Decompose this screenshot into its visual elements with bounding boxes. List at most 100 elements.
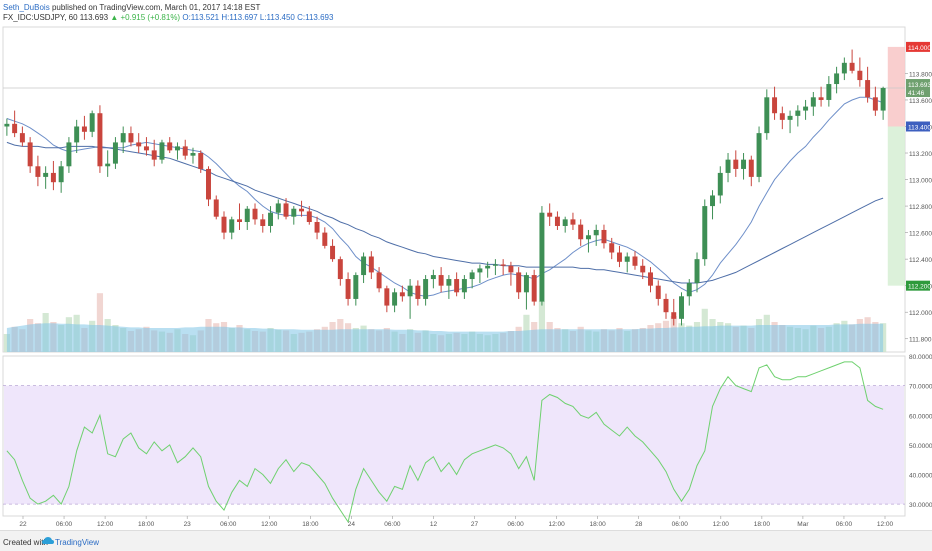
x-tick-label: 06:00 xyxy=(507,521,524,528)
candle-body xyxy=(710,195,716,207)
publish-line: Seth_DuBois published on TradingView.com… xyxy=(3,3,260,12)
candle-body xyxy=(353,275,359,299)
candle-body xyxy=(485,265,491,269)
candle-body xyxy=(167,142,173,151)
last-price: 113.693 xyxy=(79,13,109,22)
x-tick-label: 12:00 xyxy=(548,521,565,528)
symbol-line: FX_IDC:USDJPY, 60 113.693 ▲ +0.915 (+0.8… xyxy=(3,13,333,22)
candle-body xyxy=(865,80,871,98)
candle-body xyxy=(686,283,692,297)
candle-body xyxy=(756,133,762,177)
candle-body xyxy=(826,84,832,100)
candle-body xyxy=(361,256,367,276)
volume-bar xyxy=(96,293,104,352)
candle-body xyxy=(229,219,235,233)
footer-bar: Created with TradingView xyxy=(0,530,932,551)
candle-body xyxy=(43,172,49,177)
candle-body xyxy=(275,203,281,213)
candle-body xyxy=(314,222,320,233)
candle-body xyxy=(159,142,165,160)
rsi-tick-label: 40.0000 xyxy=(909,473,932,480)
candle-body xyxy=(322,232,328,246)
created-with-text: Created with xyxy=(3,538,48,547)
candle-body xyxy=(392,292,398,306)
candle-body xyxy=(461,279,467,293)
current-price-tag: 113.693 xyxy=(908,82,931,89)
author-link[interactable]: Seth_DuBois xyxy=(3,3,50,12)
tradingview-brand[interactable]: TradingView xyxy=(55,538,100,547)
candle-body xyxy=(454,279,460,293)
candle-body xyxy=(105,163,111,167)
price-tick-label: 113.200 xyxy=(909,151,932,158)
candle-body xyxy=(547,212,553,217)
x-tick-label: 22 xyxy=(19,521,27,528)
price-tick-label: 112.400 xyxy=(909,257,932,264)
candle-body xyxy=(717,172,723,196)
countdown-tag: 41:46 xyxy=(908,90,925,97)
candle-body xyxy=(764,97,770,134)
candle-body xyxy=(407,285,413,297)
target-price-tag: 112.200 xyxy=(908,284,931,291)
candle-body xyxy=(469,272,475,280)
price-tick-label: 112.800 xyxy=(909,204,932,211)
candle-body xyxy=(423,279,429,299)
candle-body xyxy=(143,146,149,151)
candle-body xyxy=(841,62,847,74)
candle-body xyxy=(198,153,204,169)
candle-body xyxy=(446,279,452,286)
candle-body xyxy=(306,211,312,222)
x-tick-label: 06:00 xyxy=(220,521,237,528)
candle-body xyxy=(531,275,537,302)
candle-body xyxy=(725,159,731,173)
x-tick-label: 27 xyxy=(471,521,479,528)
candle-body xyxy=(733,159,739,169)
candle-body xyxy=(655,285,661,299)
x-tick-label: 06:00 xyxy=(672,521,689,528)
candle-body xyxy=(803,106,809,111)
symbol-label[interactable]: FX_IDC:USDJPY, 60 xyxy=(3,13,78,22)
candle-body xyxy=(779,113,785,120)
candle-body xyxy=(337,259,343,280)
candle-body xyxy=(35,166,41,177)
entry-price-tag: 113.400 xyxy=(908,124,931,131)
candle-body xyxy=(81,126,87,132)
target-zone xyxy=(887,126,905,286)
candle-body xyxy=(872,97,878,111)
candle-body xyxy=(330,245,336,260)
published-text: published on TradingView.com, March 01, … xyxy=(51,3,261,12)
price-pane xyxy=(2,26,906,353)
chart-canvas[interactable]: 113.800 113.600 113.400 113.200 113.000 112.8… xyxy=(0,0,932,530)
candle-body xyxy=(268,212,274,226)
x-tick-label: 28 xyxy=(635,521,643,528)
candle-body xyxy=(384,288,390,306)
candle-body xyxy=(578,224,584,240)
candle-body xyxy=(120,133,126,143)
price-tick-label: 112.000 xyxy=(909,310,932,317)
candle-body xyxy=(492,264,498,266)
candle-body xyxy=(523,275,529,293)
candle-body xyxy=(237,219,242,222)
rsi-tick-label: 60.0000 xyxy=(909,413,932,420)
rsi-tick-label: 30.0000 xyxy=(909,502,932,509)
rsi-tick-label: 80.0000 xyxy=(909,354,932,361)
candle-body xyxy=(283,203,289,217)
candle-body xyxy=(632,256,638,266)
ohlc-values: O:113.521 H:113.697 L:113.450 C:113.693 xyxy=(182,13,334,22)
candle-body xyxy=(477,268,483,273)
x-tick-label: 12:00 xyxy=(261,521,278,528)
rsi-band xyxy=(4,385,904,505)
candle-body xyxy=(368,256,374,273)
candle-body xyxy=(345,279,351,299)
current-price-tag-bg xyxy=(906,79,930,98)
ma-fast-line xyxy=(6,96,884,297)
volume-ma-area xyxy=(6,323,884,352)
candle-body xyxy=(136,142,142,147)
candle-body xyxy=(795,110,801,116)
tradingview-cloud-icon xyxy=(42,537,54,544)
candle-body xyxy=(516,272,522,293)
candle-body xyxy=(624,256,630,262)
x-tick-label: 12:00 xyxy=(713,521,730,528)
candle-body xyxy=(399,292,405,297)
stop-zone xyxy=(887,46,905,127)
price-change: +0.915 (+0.81%) xyxy=(120,13,181,22)
